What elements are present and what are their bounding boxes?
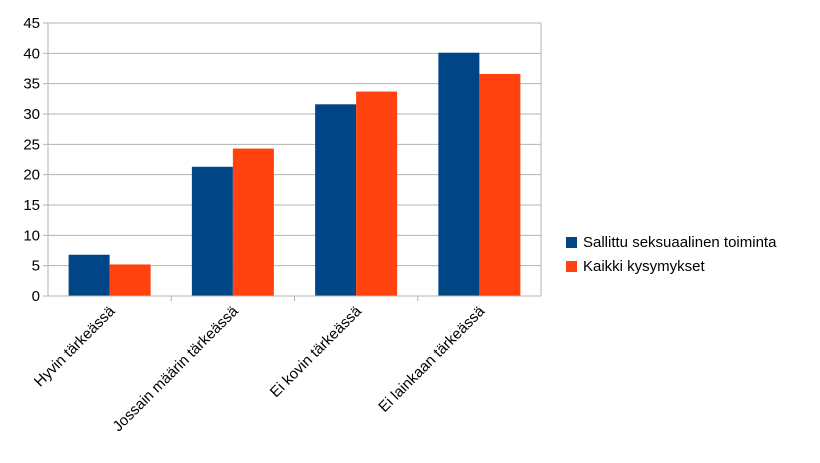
bar-series-1-cat-1 [68, 254, 110, 296]
y-tick-label: 10 [23, 227, 40, 244]
legend-swatch-series-1 [566, 236, 577, 248]
legend-label-series-1: Sallittu seksuaalinen toiminta [583, 233, 777, 251]
legend-swatch-series-2 [566, 260, 577, 272]
y-tick-label: 15 [23, 197, 40, 214]
y-tick-label: 40 [23, 45, 40, 62]
y-tick-label: 5 [32, 258, 40, 275]
bar-series-1-cat-3 [315, 104, 357, 296]
legend-item-series-1: Sallittu seksuaalinen toiminta [566, 230, 776, 254]
x-category-label: Ei kovin tärkeässä [267, 302, 366, 401]
legend-item-series-2: Kaikki kysymykset [566, 254, 776, 278]
bar-series-2-cat-3 [356, 91, 398, 296]
y-tick-label: 45 [23, 15, 40, 32]
y-tick-label: 35 [23, 76, 40, 93]
legend: Sallittu seksuaalinen toiminta Kaikki ky… [566, 230, 776, 278]
y-tick-label: 20 [23, 167, 40, 184]
bar-series-1-cat-2 [191, 166, 233, 296]
x-category-label: Jossain määrin tärkeässä [109, 302, 242, 435]
x-category-label: Ei lainkaan tärkeässä [375, 302, 488, 415]
bar-series-2-cat-1 [109, 264, 151, 296]
bars [68, 52, 521, 297]
y-axis: 0 5 10 15 20 25 30 35 40 45 [23, 15, 542, 305]
y-tick-label: 30 [23, 106, 40, 123]
x-category-label: Hyvin tärkeässä [31, 302, 119, 390]
legend-label-series-2: Kaikki kysymykset [583, 257, 705, 275]
y-tick-label: 0 [32, 288, 40, 305]
bar-series-1-cat-4 [438, 52, 480, 296]
bar-series-2-cat-4 [479, 73, 521, 297]
y-tick-label: 25 [23, 136, 40, 153]
bar-series-2-cat-2 [232, 148, 274, 296]
